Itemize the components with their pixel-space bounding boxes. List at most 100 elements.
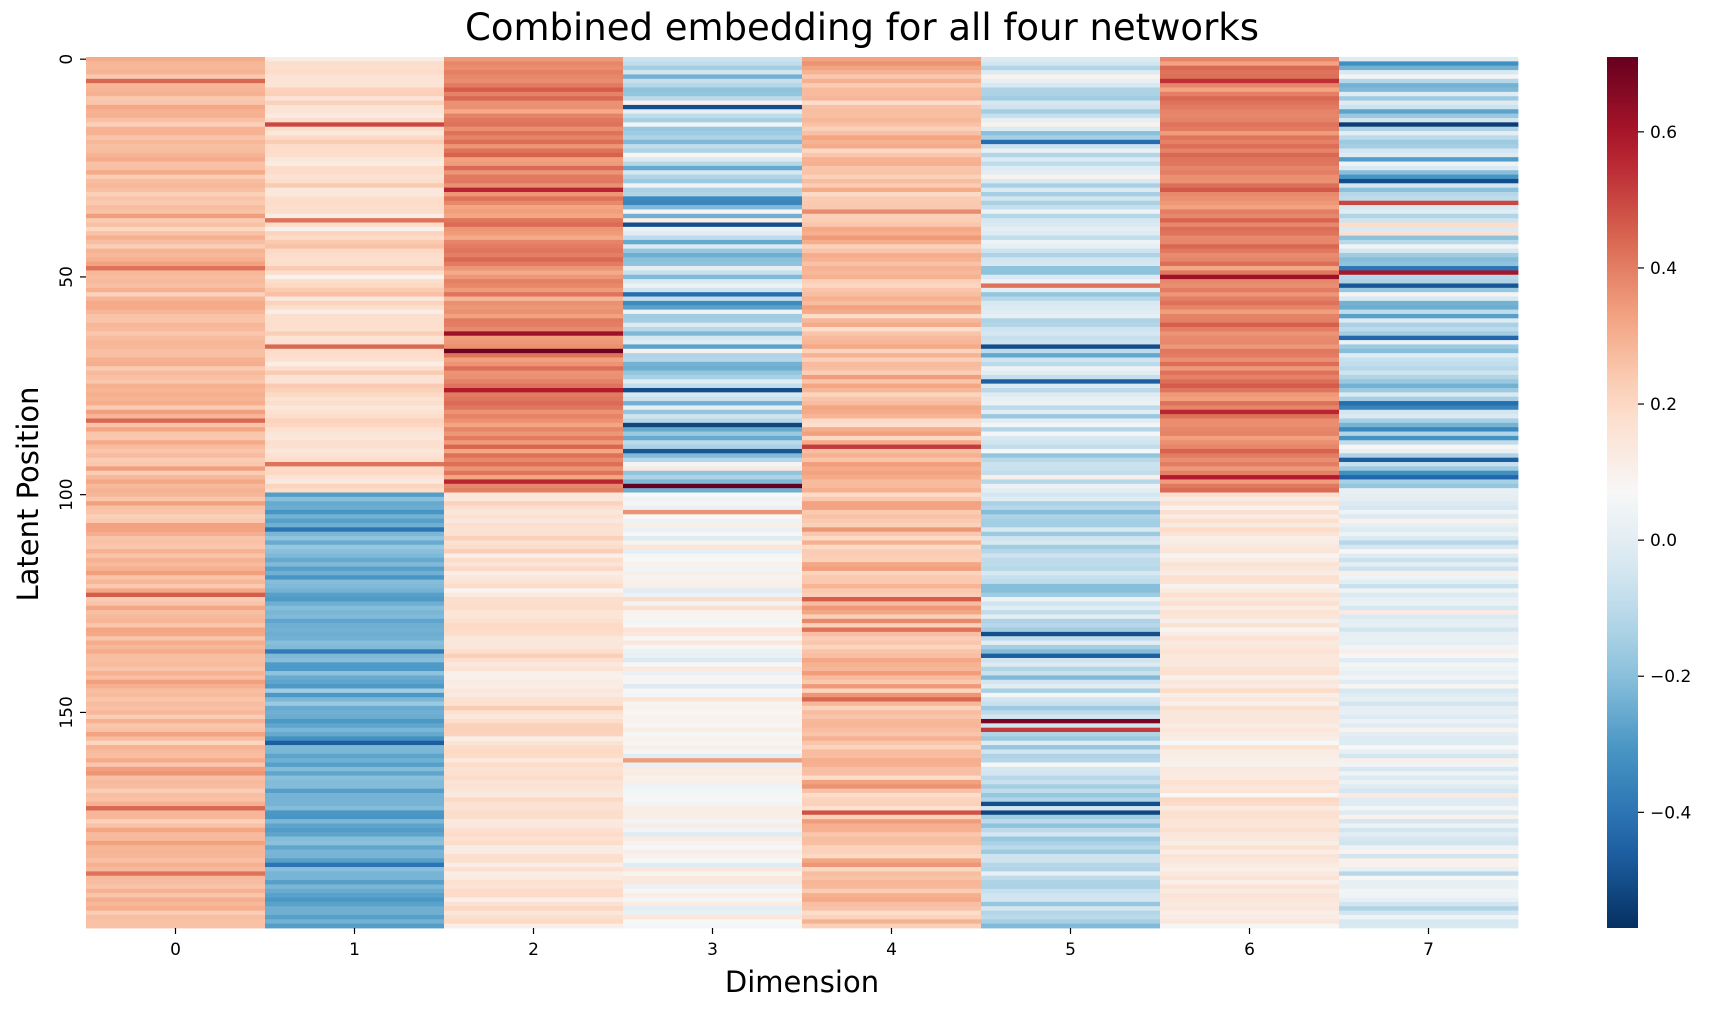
heatmap-cell: [265, 509, 445, 515]
heatmap-cell: [1339, 357, 1519, 363]
heatmap-cell: [623, 165, 803, 171]
heatmap-cell: [444, 888, 624, 894]
heatmap-cell: [802, 287, 982, 293]
heatmap-cell: [1160, 501, 1340, 506]
heatmap-cell: [444, 557, 624, 563]
heatmap-cell: [265, 853, 445, 859]
heatmap-cell: [623, 536, 803, 541]
heatmap-cell: [1160, 178, 1340, 184]
heatmap-cell: [86, 318, 266, 324]
heatmap-cell: [623, 65, 803, 71]
heatmap-cell: [265, 113, 445, 119]
heatmap-cell: [1160, 475, 1340, 480]
heatmap-cell: [265, 923, 445, 929]
heatmap-cell: [86, 279, 266, 284]
heatmap-cell: [1339, 109, 1519, 115]
heatmap-cell: [802, 309, 982, 315]
heatmap-cell: [444, 431, 624, 437]
heatmap-cell: [623, 732, 803, 737]
heatmap-cell: [1339, 901, 1519, 907]
colorbar-tick-label: 0.2: [1650, 395, 1677, 415]
heatmap-cell: [623, 845, 803, 851]
heatmap-cell: [1160, 200, 1340, 206]
heatmap-cell: [981, 806, 1161, 811]
heatmap-cell: [623, 335, 803, 341]
heatmap-cell: [265, 231, 445, 236]
heatmap-cell: [802, 627, 982, 633]
heatmap-cell: [1339, 387, 1519, 393]
heatmap-cell: [802, 858, 982, 864]
heatmap-cell: [802, 801, 982, 807]
heatmap-cell: [86, 501, 266, 506]
heatmap-cell: [265, 649, 445, 655]
heatmap-cell: [1339, 862, 1519, 868]
heatmap-cell: [86, 344, 266, 350]
heatmap-cell: [86, 231, 266, 236]
heatmap-cell: [802, 157, 982, 162]
heatmap-cell: [802, 910, 982, 916]
heatmap-cell: [1160, 252, 1340, 258]
heatmap-cell: [981, 553, 1161, 559]
heatmap-cell: [1339, 78, 1519, 84]
heatmap-cell: [1339, 192, 1519, 197]
heatmap-cell: [802, 222, 982, 228]
heatmap-cell: [802, 239, 982, 245]
heatmap-cell: [265, 274, 445, 280]
heatmap-cell: [1339, 662, 1519, 668]
heatmap-cell: [86, 235, 266, 241]
heatmap-cell: [802, 152, 982, 158]
heatmap-cell: [265, 880, 445, 885]
heatmap-cell: [265, 244, 445, 250]
heatmap-cell: [1160, 422, 1340, 428]
heatmap-cell: [444, 192, 624, 197]
heatmap-cell: [265, 840, 445, 846]
heatmap-cell: [623, 152, 803, 158]
heatmap-cell: [265, 248, 445, 254]
heatmap-cell: [981, 906, 1161, 911]
heatmap-cell: [1339, 135, 1519, 141]
heatmap-cell: [802, 305, 982, 310]
heatmap-cell: [623, 592, 803, 598]
heatmap-cell: [1339, 126, 1519, 132]
heatmap-cell: [265, 192, 445, 197]
heatmap-cell: [444, 614, 624, 620]
heatmap-cell: [265, 370, 445, 376]
heatmap-cell: [981, 87, 1161, 93]
heatmap-cell: [265, 671, 445, 676]
heatmap-cell: [265, 736, 445, 742]
heatmap-cell: [1339, 849, 1519, 855]
heatmap-cell: [265, 335, 445, 341]
heatmap-cell: [86, 405, 266, 411]
heatmap-cell: [802, 387, 982, 393]
heatmap-cell: [444, 462, 624, 467]
heatmap-cell: [265, 910, 445, 916]
heatmap-cell: [981, 583, 1161, 589]
heatmap-cell: [623, 231, 803, 236]
heatmap-cell: [1339, 252, 1519, 258]
heatmap-cell: [802, 562, 982, 567]
heatmap-cell: [802, 623, 982, 628]
heatmap-cell: [444, 409, 624, 415]
heatmap-cell: [265, 536, 445, 541]
heatmap-cell: [265, 327, 445, 332]
heatmap-cell: [981, 305, 1161, 310]
heatmap-cell: [265, 862, 445, 868]
heatmap-cell: [802, 492, 982, 498]
heatmap-cell: [1339, 549, 1519, 554]
heatmap-cell: [444, 392, 624, 398]
heatmap-cell: [444, 592, 624, 598]
heatmap-cell: [802, 514, 982, 520]
heatmap-cell: [265, 374, 445, 380]
heatmap-cell: [802, 897, 982, 903]
heatmap-cell: [1160, 409, 1340, 415]
heatmap-cell: [802, 144, 982, 149]
heatmap-cell: [981, 218, 1161, 223]
heatmap-cell: [623, 797, 803, 803]
heatmap-cell: [444, 588, 624, 594]
heatmap-cell: [802, 183, 982, 189]
heatmap-cell: [802, 814, 982, 820]
heatmap-cell: [265, 527, 445, 533]
heatmap-cell: [86, 266, 266, 271]
heatmap-cell: [265, 531, 445, 537]
heatmap-cell: [444, 793, 624, 798]
